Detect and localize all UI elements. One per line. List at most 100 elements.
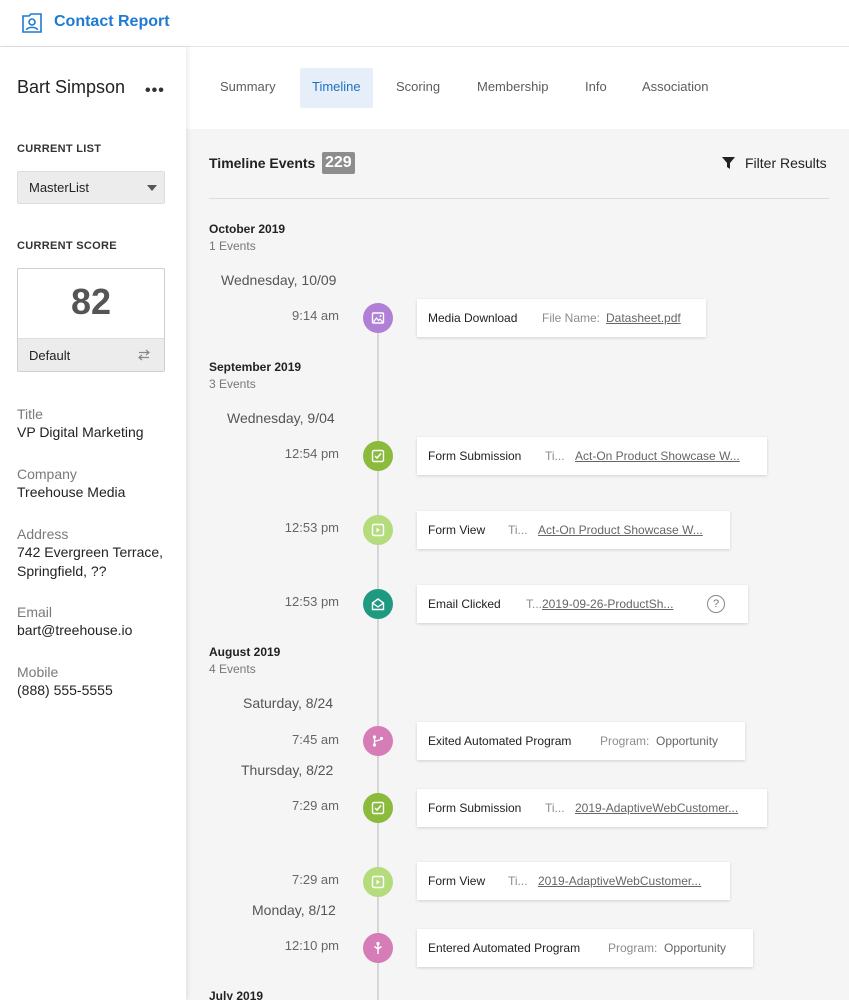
address-label: Address <box>17 526 69 542</box>
timeline-event-card[interactable]: Form View Ti... Act-On Product Showcase … <box>417 511 730 549</box>
form-view-icon <box>363 515 393 545</box>
event-time: 12:10 pm <box>284 938 339 953</box>
event-detail-key: Ti... <box>508 523 528 537</box>
event-detail-link[interactable]: 2019-09-26-ProductSh... <box>542 597 674 611</box>
current-list-value: MasterList <box>29 180 89 195</box>
event-time: 12:54 pm <box>284 446 339 461</box>
event-detail-link[interactable]: Act-On Product Showcase W... <box>575 449 740 463</box>
month-event-count: 4 Events <box>209 662 256 676</box>
event-time: 7:45 am <box>292 732 339 747</box>
checkbox-icon <box>363 441 393 471</box>
event-detail-link[interactable]: Act-On Product Showcase W... <box>538 523 703 537</box>
event-type: Form View <box>428 523 486 537</box>
event-detail-link[interactable]: 2019-AdaptiveWebCustomer... <box>538 874 702 888</box>
timeline-event-card[interactable]: Email Clicked T... 2019-09-26-ProductSh.… <box>417 585 748 623</box>
event-type: Entered Automated Program <box>428 941 581 955</box>
envelope-open-icon <box>363 589 393 619</box>
event-detail-key: T... <box>526 597 543 611</box>
mobile-value[interactable]: (888) 555-5555 <box>17 682 113 698</box>
event-time: 7:29 am <box>292 798 339 813</box>
event-type: Form View <box>428 874 486 888</box>
email-label: Email <box>17 604 53 620</box>
event-detail-key: Ti... <box>545 449 565 463</box>
current-score-label: CURRENT SCORE <box>17 240 117 252</box>
contact-name: Bart Simpson <box>17 77 126 97</box>
month-label: August 2019 <box>209 645 281 659</box>
current-list-select[interactable]: MasterList <box>17 171 165 204</box>
event-detail-link[interactable]: 2019-AdaptiveWebCustomer... <box>575 801 739 815</box>
more-options-button[interactable]: ••• <box>145 82 165 99</box>
month-label: September 2019 <box>209 360 302 374</box>
timeline-events-title: Timeline Events <box>209 155 316 171</box>
title-label: Title <box>17 406 43 422</box>
main-panel: Summary Timeline Scoring Membership Info… <box>186 47 849 1000</box>
day-label: Thursday, 8/22 <box>241 762 334 778</box>
timeline-event-card[interactable]: Form Submission Ti... 2019-AdaptiveWebCu… <box>417 789 767 827</box>
caret-down-icon <box>147 185 157 191</box>
tab-info[interactable]: Info <box>585 79 607 94</box>
event-type: Form Submission <box>428 801 522 815</box>
event-detail-key: Program: <box>600 734 650 748</box>
event-type: Form Submission <box>428 449 522 463</box>
event-time: 12:53 pm <box>284 594 339 609</box>
title-value: VP Digital Marketing <box>17 424 144 440</box>
contact-sidebar: Bart Simpson ••• CURRENT LIST MasterList… <box>0 47 186 1000</box>
event-detail-value: Opportunity <box>656 734 719 748</box>
event-detail-key: Ti... <box>508 874 528 888</box>
app-title: Contact Report <box>54 13 170 30</box>
score-model-select[interactable]: Default <box>18 338 164 371</box>
branch-enter-icon <box>363 933 393 963</box>
company-label: Company <box>17 466 77 482</box>
event-type: Email Clicked <box>428 597 501 611</box>
email-value[interactable]: bart@treehouse.io <box>17 622 133 638</box>
event-detail-value: Opportunity <box>664 941 727 955</box>
timeline-event-card[interactable]: Form View Ti... 2019-AdaptiveWebCustomer… <box>417 862 730 900</box>
event-type: Exited Automated Program <box>428 734 572 748</box>
event-time: 7:29 am <box>292 872 339 887</box>
company-value: Treehouse Media <box>17 484 126 500</box>
event-time: 12:53 pm <box>284 520 339 535</box>
tab-association[interactable]: Association <box>642 79 709 94</box>
filter-results-button[interactable]: Filter Results <box>745 155 827 171</box>
filter-icon[interactable] <box>722 157 735 169</box>
month-label: July 2019 <box>209 989 264 1000</box>
day-label: Wednesday, 9/04 <box>227 410 335 426</box>
score-model-label: Default <box>29 348 71 363</box>
timeline-events-count: 229 <box>322 152 355 174</box>
divider <box>209 198 829 199</box>
contact-card-icon <box>22 13 42 33</box>
swap-icon <box>138 349 150 361</box>
mobile-label: Mobile <box>17 664 59 680</box>
image-icon <box>363 303 393 333</box>
tab-scoring[interactable]: Scoring <box>396 79 441 94</box>
tab-timeline[interactable]: Timeline <box>300 68 373 108</box>
month-label: October 2019 <box>209 222 286 236</box>
help-icon[interactable]: ? <box>707 595 725 613</box>
score-card: 82 Default <box>17 268 165 372</box>
event-type: Media Download <box>428 311 518 325</box>
tab-bar: Summary Timeline Scoring Membership Info… <box>186 47 849 129</box>
checkbox-icon <box>363 793 393 823</box>
timeline-event-card[interactable]: Media Download File Name: Datasheet.pdf <box>417 299 706 337</box>
timeline-event-card[interactable]: Form Submission Ti... Act-On Product Sho… <box>417 437 767 475</box>
current-list-label: CURRENT LIST <box>17 143 102 155</box>
address-line-2: Springfield, ?? <box>17 563 107 579</box>
day-label: Wednesday, 10/09 <box>221 272 337 288</box>
tab-summary[interactable]: Summary <box>220 79 276 94</box>
address-line-1: 742 Evergreen Terrace, <box>17 544 164 560</box>
event-detail-link[interactable]: Datasheet.pdf <box>606 311 681 325</box>
timeline-event-card[interactable]: Entered Automated Program Program: Oppor… <box>417 929 753 967</box>
top-bar: Contact Report <box>0 0 849 47</box>
timeline-line <box>377 307 379 1000</box>
event-detail-key: File Name: <box>542 311 601 325</box>
score-value: 82 <box>70 281 112 322</box>
tab-membership[interactable]: Membership <box>477 79 549 94</box>
event-time: 9:14 am <box>292 308 339 323</box>
event-detail-key: Program: <box>608 941 658 955</box>
event-detail-key: Ti... <box>545 801 565 815</box>
day-label: Monday, 8/12 <box>252 902 336 918</box>
timeline-event-card[interactable]: Exited Automated Program Program: Opport… <box>417 722 745 760</box>
branch-exit-icon <box>363 726 393 756</box>
form-view-icon <box>363 867 393 897</box>
month-event-count: 1 Events <box>209 239 256 253</box>
